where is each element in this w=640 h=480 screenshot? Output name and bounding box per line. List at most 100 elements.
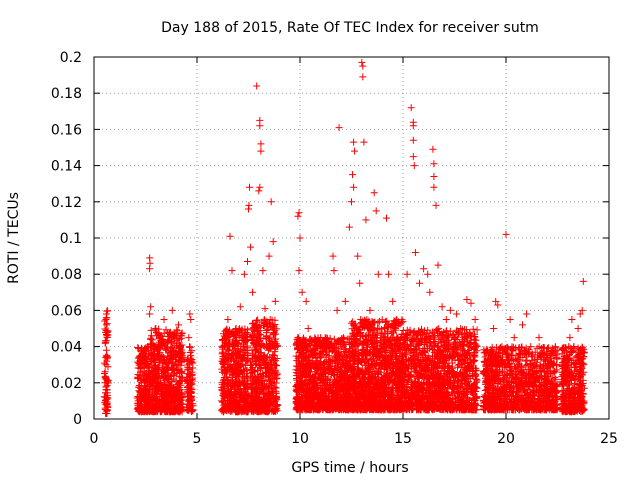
data-point (172, 377, 180, 385)
data-point (136, 357, 144, 364)
data-point (229, 400, 237, 408)
data-point (242, 383, 250, 391)
data-point (167, 343, 175, 351)
data-point (228, 374, 236, 381)
data-point (469, 325, 477, 333)
data-point (234, 328, 242, 336)
data-point (228, 382, 236, 390)
data-point (223, 400, 231, 407)
data-point (177, 381, 185, 389)
data-point (137, 352, 145, 360)
data-point (156, 353, 164, 361)
data-point (178, 354, 186, 362)
data-point (142, 350, 150, 358)
data-point (237, 397, 245, 405)
data-point (137, 345, 145, 353)
data-point (161, 396, 169, 404)
data-point (151, 359, 159, 367)
data-point (150, 394, 158, 402)
data-point (103, 320, 111, 328)
data-point (230, 367, 238, 375)
data-point (134, 344, 142, 351)
data-point (134, 371, 142, 378)
data-point (170, 393, 178, 401)
data-point (150, 343, 158, 350)
data-point (219, 408, 227, 416)
data-point (169, 360, 177, 368)
data-point (220, 393, 228, 400)
data-point (239, 379, 247, 387)
data-point (243, 357, 251, 365)
data-point (232, 389, 240, 397)
data-point (240, 340, 247, 348)
data-point (100, 370, 108, 377)
data-point (176, 396, 184, 404)
data-point (154, 363, 162, 371)
data-point (188, 408, 196, 416)
data-point (240, 366, 248, 374)
data-point (157, 341, 165, 349)
data-point (167, 348, 175, 356)
data-point (152, 396, 160, 403)
data-point (188, 347, 196, 355)
data-point (186, 387, 194, 395)
data-point (156, 402, 164, 410)
data-point (155, 375, 163, 383)
data-point (235, 381, 243, 389)
data-point (146, 406, 154, 414)
data-point (231, 349, 239, 357)
data-point (137, 400, 145, 408)
data-point (186, 343, 194, 351)
data-point (148, 336, 156, 344)
data-point (155, 388, 163, 396)
data-point (151, 325, 159, 333)
data-point (170, 401, 178, 409)
data-point (151, 399, 159, 407)
data-point (267, 378, 274, 385)
data-point (233, 358, 241, 366)
data-point (162, 339, 170, 347)
data-point (223, 340, 231, 348)
data-point (146, 372, 154, 380)
data-point (236, 347, 244, 355)
data-point (164, 364, 172, 372)
data-point (233, 405, 241, 412)
data-point (223, 368, 231, 376)
data-point (243, 332, 251, 340)
data-point (271, 316, 279, 324)
data-point (166, 398, 174, 406)
data-point (241, 325, 249, 333)
data-point (239, 378, 247, 386)
data-point (186, 402, 194, 410)
data-point (253, 337, 261, 344)
data-point (173, 394, 180, 402)
data-point (162, 326, 170, 334)
data-point (137, 406, 145, 414)
data-point (224, 389, 232, 397)
data-point (142, 402, 150, 410)
data-point (218, 365, 226, 373)
data-point (143, 399, 151, 406)
data-point (254, 331, 262, 339)
data-point (147, 326, 155, 334)
data-point (178, 369, 186, 377)
data-point (184, 407, 192, 414)
data-point (183, 386, 191, 394)
data-points (100, 58, 588, 417)
data-point (173, 407, 181, 415)
data-point (231, 388, 239, 395)
chart-title: Day 188 of 2015, Rate Of TEC Index for r… (161, 20, 539, 36)
data-point (230, 333, 238, 340)
data-point (239, 391, 247, 399)
data-point (142, 374, 150, 382)
data-point (220, 405, 228, 413)
data-point (164, 332, 172, 340)
data-point (146, 380, 154, 388)
data-point (218, 336, 226, 343)
data-point (156, 382, 164, 390)
data-point (184, 393, 192, 401)
data-point (104, 307, 112, 315)
data-point (266, 333, 274, 341)
data-point (102, 383, 110, 391)
data-point (162, 357, 170, 365)
